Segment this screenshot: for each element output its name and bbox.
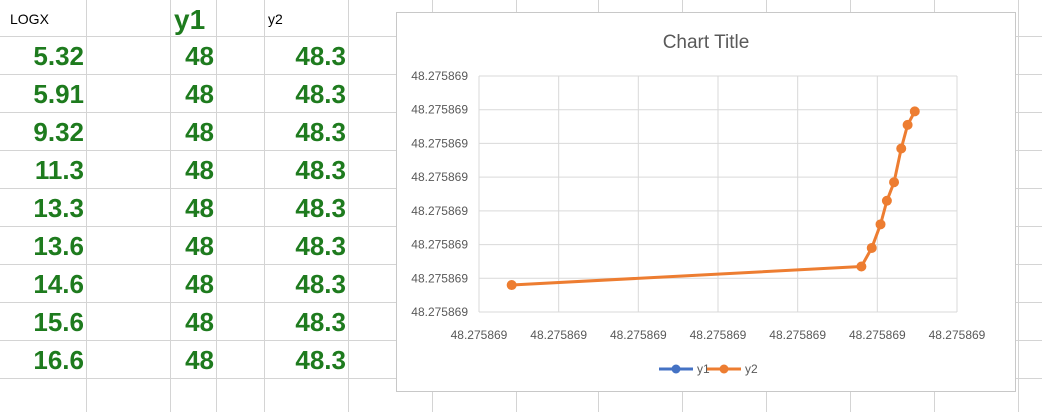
header-cell-y2[interactable]: y2	[268, 11, 283, 27]
cell-logx[interactable]: 14.6	[33, 269, 84, 299]
cell-logx[interactable]: 16.6	[33, 345, 84, 375]
cell-y1[interactable]: 48	[185, 307, 214, 337]
cell-y1[interactable]: 48	[185, 117, 214, 147]
cell-y2[interactable]: 48.3	[295, 345, 346, 375]
cell-y2[interactable]: 48.3	[295, 155, 346, 185]
y-tick-label: 48.275869	[411, 238, 468, 252]
cell-y1[interactable]: 48	[185, 231, 214, 261]
data-point-y2[interactable]	[881, 195, 892, 206]
x-tick-label: 48.275869	[690, 328, 747, 342]
x-axis-tick-labels: 48.275869 48.275869 48.275869 48.275869 48.2…	[451, 328, 986, 342]
chart-title[interactable]: Chart Title	[663, 32, 750, 53]
cell-y1[interactable]: 48	[185, 79, 214, 109]
data-point-y2[interactable]	[875, 219, 886, 230]
x-tick-label: 48.275869	[769, 328, 826, 342]
header-cell-logx[interactable]: LOGX	[10, 11, 49, 27]
cell-y2[interactable]: 48.3	[295, 79, 346, 109]
cell-y2[interactable]: 48.3	[295, 41, 346, 71]
legend-swatch-marker	[719, 364, 729, 374]
chart-object[interactable]: 48.275869 48.275869 48.275869 48.275869 48.2…	[396, 12, 1016, 392]
legend-swatch-marker	[671, 364, 681, 374]
cell-logx[interactable]: 13.6	[33, 231, 84, 261]
x-tick-label: 48.275869	[610, 328, 667, 342]
legend-label[interactable]: y2	[745, 362, 758, 376]
cell-y2[interactable]: 48.3	[295, 307, 346, 337]
chart-canvas: 48.275869 48.275869 48.275869 48.275869 48.2…	[411, 32, 986, 376]
y-tick-label: 48.275869	[411, 69, 468, 83]
data-point-y2[interactable]	[909, 106, 920, 117]
x-tick-label: 48.275869	[849, 328, 906, 342]
y-tick-label: 48.275869	[411, 271, 468, 285]
x-tick-label: 48.275869	[530, 328, 587, 342]
chart-series	[506, 106, 920, 291]
y-axis-tick-labels: 48.275869 48.275869 48.275869 48.275869 48.2…	[411, 69, 468, 319]
series-line-y2[interactable]	[511, 110, 917, 287]
cell-y1[interactable]: 48	[185, 193, 214, 223]
cell-y1[interactable]: 48	[185, 345, 214, 375]
data-point-y2[interactable]	[902, 119, 913, 130]
cell-y1[interactable]: 48	[185, 155, 214, 185]
cell-y1[interactable]: 48	[185, 269, 214, 299]
chart-legend: y1 y2	[659, 362, 758, 376]
cell-logx[interactable]: 9.32	[33, 117, 84, 147]
x-tick-label: 48.275869	[929, 328, 986, 342]
x-tick-label: 48.275869	[451, 328, 508, 342]
y-tick-label: 48.275869	[411, 305, 468, 319]
cell-y2[interactable]: 48.3	[295, 269, 346, 299]
cell-y2[interactable]: 48.3	[295, 193, 346, 223]
y-tick-label: 48.275869	[411, 204, 468, 218]
y-tick-label: 48.275869	[411, 170, 468, 184]
cell-logx[interactable]: 11.3	[34, 155, 84, 185]
y-tick-label: 48.275869	[411, 136, 468, 150]
data-point-y2[interactable]	[889, 177, 900, 188]
data-point-y2[interactable]	[506, 280, 517, 291]
cell-logx[interactable]: 5.91	[33, 79, 84, 109]
legend-label[interactable]: y1	[697, 362, 710, 376]
cell-y2[interactable]: 48.3	[295, 231, 346, 261]
chart-gridlines	[478, 75, 958, 313]
data-point-y2[interactable]	[856, 261, 867, 272]
cell-y1[interactable]: 48	[185, 41, 214, 71]
data-point-y2[interactable]	[896, 143, 907, 154]
y-tick-label: 48.275869	[411, 103, 468, 117]
cell-logx[interactable]: 13.3	[33, 193, 84, 223]
cell-logx[interactable]: 5.32	[33, 41, 84, 71]
cell-y2[interactable]: 48.3	[295, 117, 346, 147]
header-cell-y1[interactable]: y1	[174, 4, 206, 35]
data-point-y2[interactable]	[866, 242, 877, 253]
cell-logx[interactable]: 15.6	[33, 307, 84, 337]
